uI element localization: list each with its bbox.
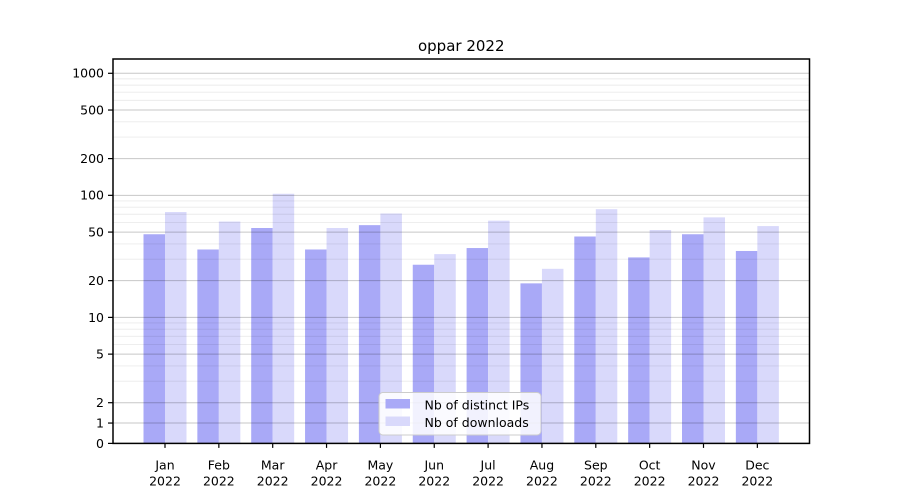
x-tick-label-year: 2022 — [418, 473, 450, 488]
bar-feb-nb-of-distinct-ips — [197, 249, 219, 444]
x-tick-label-month: Jul — [480, 457, 496, 472]
y-tick-label: 0 — [96, 436, 104, 451]
bar-jul-nb-of-downloads — [488, 220, 510, 444]
x-tick-label-year: 2022 — [634, 473, 666, 488]
x-tick-label-year: 2022 — [472, 473, 504, 488]
bar-sep-nb-of-distinct-ips — [574, 236, 596, 444]
gridlines — [113, 72, 810, 424]
x-tick-label-year: 2022 — [257, 473, 289, 488]
bar-may-nb-of-downloads — [380, 213, 402, 444]
plot-frame — [112, 58, 811, 445]
x-tick-label-year: 2022 — [688, 473, 720, 488]
bar-nov-nb-of-downloads — [703, 217, 725, 444]
x-tick-label-month: Jun — [423, 457, 444, 472]
y-tick-label: 50 — [88, 224, 104, 239]
x-tick-label-year: 2022 — [149, 473, 181, 488]
x-tick-label-month: Jan — [154, 457, 174, 472]
legend: Nb of distinct IPs Nb of downloads — [378, 392, 542, 436]
bar-aug-nb-of-downloads — [541, 268, 564, 444]
x-tick-label-month: Apr — [316, 457, 338, 472]
x-tick-label-month: Aug — [530, 457, 554, 472]
x-tick-label-year: 2022 — [364, 473, 396, 488]
bar-may-nb-of-distinct-ips — [358, 225, 381, 444]
legend-swatch-nb-of-distinct-ips — [385, 399, 410, 409]
y-tick-label: 1000 — [72, 66, 104, 81]
bar-mar-nb-of-downloads — [272, 193, 295, 444]
y-tick-label: 10 — [88, 310, 104, 325]
legend-box — [378, 392, 542, 436]
x-tick-label-month: Mar — [261, 457, 285, 472]
x-tick-label-year: 2022 — [741, 473, 773, 488]
bar-feb-nb-of-downloads — [218, 221, 241, 444]
bar-dec-nb-of-distinct-ips — [735, 250, 758, 444]
x-tick-label-month: Dec — [745, 457, 769, 472]
bar-jan-nb-of-distinct-ips — [143, 234, 165, 444]
legend-label-nb-of-distinct-ips: Nb of distinct IPs — [425, 397, 530, 412]
bar-oct-nb-of-downloads — [649, 230, 672, 444]
x-tick-label-month: Feb — [208, 457, 230, 472]
y-tick-label: 500 — [80, 102, 104, 117]
legend-swatch-nb-of-downloads — [385, 416, 410, 426]
bar-sep-nb-of-downloads — [595, 209, 618, 444]
y-tick-label: 100 — [80, 188, 104, 203]
chart-title: oppar 2022 — [418, 37, 505, 55]
bar-dec-nb-of-downloads — [757, 226, 779, 444]
bar-mar-nb-of-distinct-ips — [251, 228, 273, 444]
y-tick-label: 20 — [88, 273, 104, 288]
bar-apr-nb-of-distinct-ips — [305, 249, 327, 444]
bar-jan-nb-of-downloads — [165, 212, 187, 444]
x-tick-label-year: 2022 — [580, 473, 612, 488]
x-tick-label-month: Sep — [584, 457, 608, 472]
bar-oct-nb-of-distinct-ips — [628, 257, 650, 444]
y-tick-label: 200 — [80, 151, 104, 166]
axes: 10005002001005020105210Jan2022Feb2022Mar… — [72, 66, 773, 489]
x-tick-label-month: Nov — [691, 457, 716, 472]
y-tick-label: 5 — [96, 347, 104, 362]
x-tick-label-year: 2022 — [203, 473, 235, 488]
x-tick-label-year: 2022 — [311, 473, 343, 488]
legend-label-nb-of-downloads: Nb of downloads — [425, 415, 529, 430]
x-tick-label-year: 2022 — [526, 473, 558, 488]
y-tick-label: 1 — [96, 415, 104, 430]
y-tick-label: 2 — [96, 395, 104, 410]
x-tick-label-month: Oct — [639, 457, 661, 472]
bar-nov-nb-of-distinct-ips — [682, 234, 704, 444]
x-tick-label-month: May — [367, 457, 393, 472]
bar-apr-nb-of-downloads — [326, 228, 349, 444]
